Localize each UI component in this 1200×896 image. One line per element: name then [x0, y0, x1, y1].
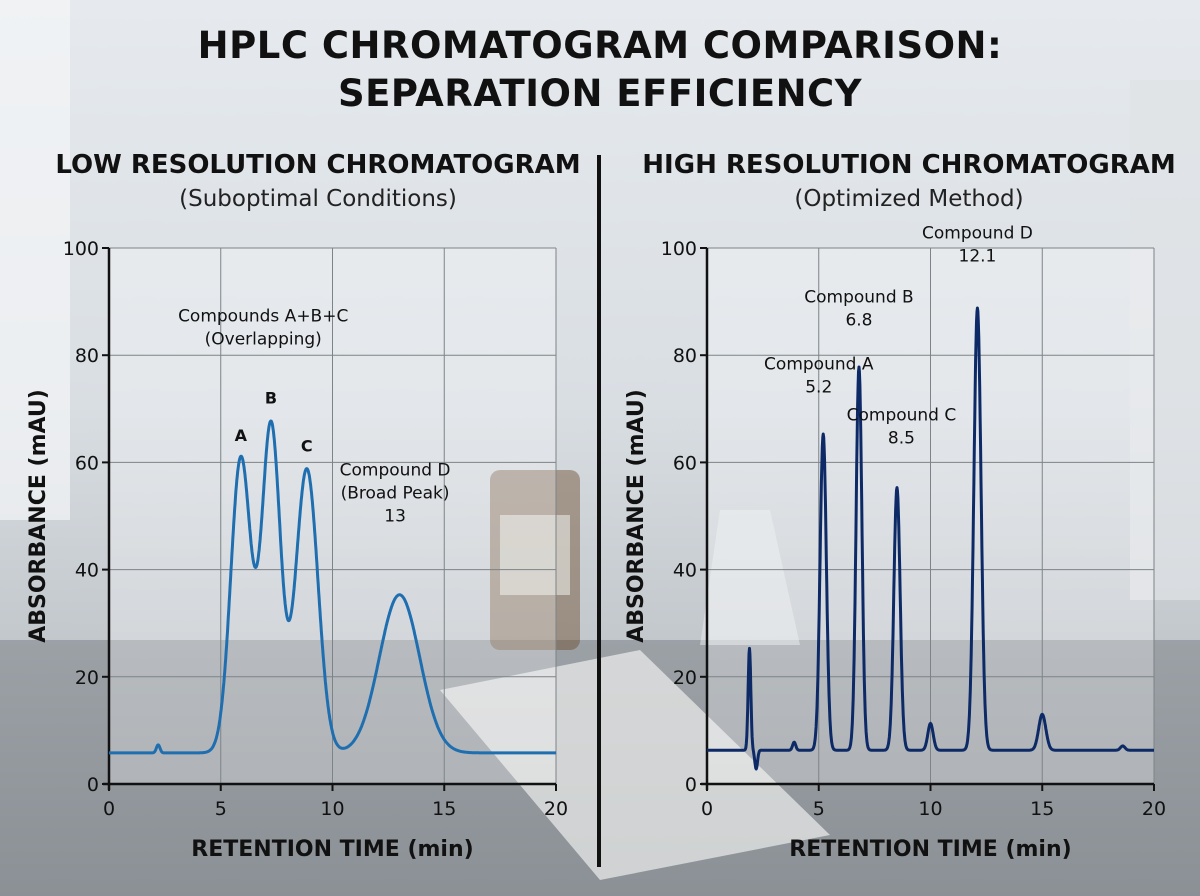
y-tick-label: 20 [75, 667, 99, 689]
x-tick-label: 15 [1030, 798, 1054, 820]
x-tick-label: 5 [813, 798, 825, 820]
peak-annotation: B [265, 388, 277, 407]
peak-annotation: (Broad Peak) [341, 483, 450, 503]
peak-annotation: Compound A [764, 355, 874, 375]
y-tick-label: 0 [685, 774, 697, 796]
peak-annotation: C [301, 437, 313, 456]
peak-annotation: 8.5 [888, 429, 915, 449]
left-panel-title: LOW RESOLUTION CHROMATOGRAM [55, 150, 581, 180]
x-tick-label: 0 [701, 798, 713, 820]
y-tick-label: 20 [673, 667, 697, 689]
panel-divider [597, 155, 601, 867]
peak-annotation: 13 [384, 506, 406, 526]
y-tick-label: 60 [75, 452, 99, 474]
signal-trace [107, 419, 558, 755]
peak-annotation: Compound D [922, 223, 1033, 243]
x-tick-label: 20 [1142, 798, 1166, 820]
y-axis-label: ABSORBANCE (mAU) [26, 389, 51, 643]
x-axis-label: RETENTION TIME (min) [789, 837, 1071, 862]
peak-annotation: 5.2 [805, 378, 832, 398]
y-tick-label: 40 [673, 560, 697, 582]
main-title: HPLC CHROMATOGRAM COMPARISON: SEPARATION … [197, 24, 1003, 115]
right-panel-title: HIGH RESOLUTION CHROMATOGRAM [642, 150, 1176, 180]
x-tick-label: 15 [432, 798, 456, 820]
peak-annotation: (Overlapping) [205, 329, 322, 349]
y-tick-label: 100 [63, 238, 99, 260]
peak-annotation: Compounds A+B+C [178, 306, 348, 326]
peak-annotation: 12.1 [959, 246, 997, 266]
y-axis-label: ABSORBANCE (mAU) [624, 389, 649, 643]
x-tick-label: 20 [544, 798, 568, 820]
peak-annotation: Compound C [847, 406, 957, 426]
peak-annotation: Compound B [804, 288, 913, 308]
peak-annotation: Compound D [340, 460, 451, 480]
x-tick-label: 5 [215, 798, 227, 820]
left-panel-subtitle: (Suboptimal Conditions) [179, 186, 457, 212]
y-tick-label: 60 [673, 452, 697, 474]
x-tick-label: 10 [320, 798, 344, 820]
y-tick-label: 40 [75, 560, 99, 582]
y-tick-label: 80 [75, 345, 99, 367]
y-tick-label: 0 [87, 774, 99, 796]
y-tick-label: 100 [661, 238, 697, 260]
x-tick-label: 10 [918, 798, 942, 820]
peak-annotation: A [235, 426, 248, 445]
x-tick-label: 0 [103, 798, 115, 820]
y-tick-label: 80 [673, 345, 697, 367]
peak-annotation: 6.8 [845, 311, 872, 331]
x-axis-label: RETENTION TIME (min) [191, 837, 473, 862]
right-panel-subtitle: (Optimized Method) [794, 186, 1024, 212]
signal-trace [705, 306, 1156, 771]
